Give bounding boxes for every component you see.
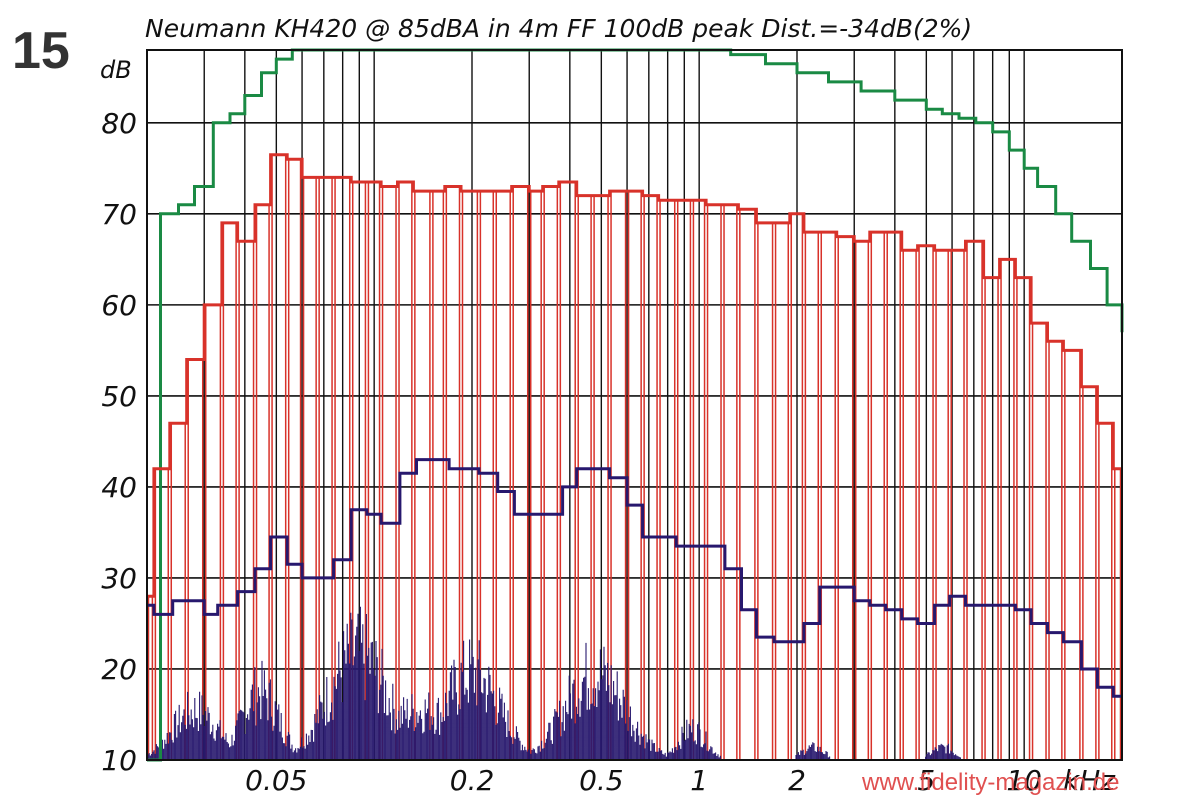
figure-number: 15 — [12, 22, 70, 80]
plot-frame — [146, 49, 1123, 761]
x-tick-label: 10 — [1006, 764, 1042, 797]
series-line-2 — [147, 153, 1122, 598]
x-axis-unit: kHz — [1063, 764, 1116, 797]
y-tick-label: 30 — [101, 562, 137, 595]
y-axis-label: dB — [100, 56, 132, 84]
y-tick-label: 70 — [101, 198, 137, 231]
x-tick-label: 1 — [690, 764, 708, 797]
x-tick-label: 0.2 — [450, 764, 495, 797]
x-tick-labels: 0.05 0.2 0.5 1 2 5 10 — [245, 764, 1042, 797]
plot-area — [147, 50, 1122, 760]
y-tick-labels: 10 20 30 40 50 60 70 80 — [101, 107, 137, 777]
watermark: www.fidelity-magazin.de — [861, 769, 1119, 796]
y-tick-label: 50 — [101, 380, 137, 413]
x-tick-label: 2 — [788, 764, 806, 797]
y-tick-label: 10 — [101, 744, 137, 777]
y-tick-label: 20 — [101, 653, 137, 686]
data-series — [147, 48, 1124, 762]
grid-lines — [147, 50, 1122, 761]
series-line-1 — [147, 48, 1124, 762]
series-line-3 — [147, 458, 1122, 698]
y-tick-label: 60 — [101, 289, 137, 322]
y-tick-label: 80 — [101, 107, 137, 140]
x-tick-label: 0.05 — [245, 764, 307, 797]
x-tick-label: 5 — [917, 764, 935, 797]
chart-title: Neumann KH420 @ 85dBA in 4m FF 100dB pea… — [145, 14, 972, 43]
y-tick-label: 40 — [101, 471, 137, 504]
red-burst-lines — [147, 154, 1122, 760]
x-tick-label: 0.5 — [579, 764, 624, 797]
